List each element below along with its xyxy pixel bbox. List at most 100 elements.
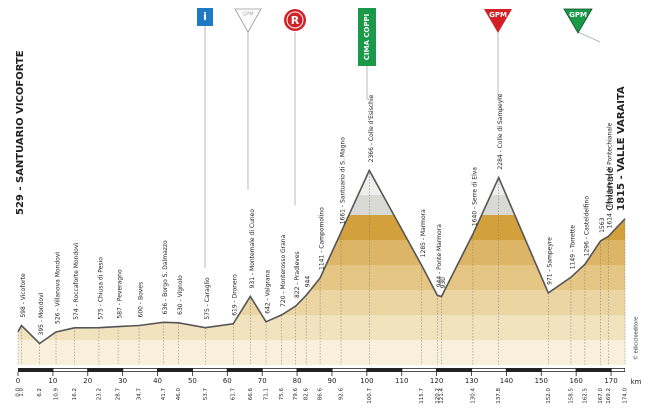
waypoint-label: 2366 - Colle d'Esischie	[368, 94, 375, 162]
waypoint-label: 1296 - Casteldelfino	[583, 196, 590, 257]
waypoint-label: 1640 - Serre di Elva	[471, 167, 478, 226]
x-label: 92.6	[339, 388, 345, 401]
x-label: 61.7	[231, 388, 237, 401]
waypoint-label: 587 - Peveragno	[117, 269, 124, 319]
waypoint-label: 642 - Valgrana	[265, 270, 272, 314]
waypoint-label: 971 - Sampeyre	[547, 237, 554, 285]
x-tick-label: 70	[258, 377, 267, 385]
x-tick-label: 120	[430, 377, 443, 385]
x-tick-label: 130	[465, 377, 478, 385]
waypoint-label: 944	[305, 276, 312, 288]
x-label: 41.7	[161, 388, 167, 401]
x-tick-label: 10	[48, 377, 57, 385]
x-label: 6.2	[37, 388, 43, 397]
markers: i GPM R CIMA COPPI GPM GPM	[197, 8, 601, 268]
axis-segment	[611, 368, 625, 372]
gpm-green-icon	[563, 8, 593, 34]
x-tick-label: 140	[500, 377, 513, 385]
waypoint-label: 1563	[599, 217, 606, 232]
waypoint-label: 1141 - Campomolino	[319, 207, 326, 270]
info-icon	[197, 8, 213, 26]
x-label: 0.0	[16, 388, 22, 397]
x-tick-label: 60	[223, 377, 232, 385]
profile-line	[17, 168, 626, 345]
x-tick-label: 40	[153, 377, 162, 385]
gpm-green-text: GPM	[569, 11, 587, 19]
elevation-band	[18, 170, 625, 195]
x-label: 34.7	[137, 388, 143, 401]
marker-line	[577, 31, 601, 43]
waypoint-label: 636 - Borgo S. Dalmazzo	[162, 240, 169, 314]
x-tick-label: 80	[293, 377, 302, 385]
x-label: 28.7	[116, 388, 122, 401]
waypoint-label: 822 - Pradleves	[294, 251, 301, 298]
waypoint-label: 575 - Caraglio	[204, 277, 211, 320]
waypoint-label: 944 - Ponte Marmora	[436, 224, 443, 287]
waypoint-label: 619 - Dronero	[232, 274, 239, 316]
axis-segment	[472, 368, 506, 372]
sprint-ring	[286, 11, 304, 29]
x-label: 152.0	[546, 388, 552, 404]
x-label: 167.0	[598, 388, 604, 404]
sprint-text: R	[291, 14, 300, 27]
axis-segment	[193, 368, 227, 372]
x-label: 115.7	[419, 388, 425, 404]
waypoint-label: 600 - Boves	[138, 282, 145, 318]
x-tick-label: 170	[604, 377, 617, 385]
x-label: 79.6	[293, 388, 299, 401]
x-label: 158.5	[568, 388, 574, 404]
x-label: 121.4	[439, 388, 445, 404]
x-tick-label: 150	[535, 377, 548, 385]
axis-segment	[123, 368, 157, 372]
cima-text: CIMA COPPI	[363, 14, 371, 61]
waypoint-label: 1661 - Santuario di S. Magno	[340, 137, 347, 225]
area-fill	[18, 170, 625, 365]
waypoint-label: 1815 - VALLE VARAITA	[616, 86, 627, 211]
x-label: 66.6	[248, 388, 254, 401]
x-tick-label: 110	[395, 377, 408, 385]
info-text: i	[203, 10, 207, 23]
waypoint-label: 1149 - Torrette	[569, 225, 576, 270]
waypoint-label: 395 - Mondovì	[38, 292, 45, 335]
x-tick-label: 30	[118, 377, 127, 385]
finish-town: Chianale	[605, 167, 616, 211]
waypoint-label: 1285 - Marmora	[420, 209, 427, 257]
x-label: 46.0	[176, 388, 182, 401]
cima-icon	[358, 8, 376, 66]
x-label: 100.7	[367, 388, 373, 404]
elevation-band	[18, 340, 625, 365]
x-tick-label: 100	[360, 377, 373, 385]
waypoint-label: 930	[440, 277, 447, 289]
x-label: 53.7	[203, 388, 209, 401]
waypoint-label: 2284 - Colle di Sampeyre	[497, 93, 504, 169]
x-label: 137.8	[496, 388, 502, 404]
waypoint-label: 931 - Montemale di Cuneo	[249, 209, 256, 289]
waypoint-label: 529 - SANTUARIO VICOFORTE	[15, 50, 26, 215]
axis-segment	[262, 368, 297, 372]
waypoint-label: 720 - Monterosso Grana	[280, 234, 287, 307]
waypoint-label: 598 - Vicoforte	[20, 273, 27, 318]
x-label: 16.2	[72, 388, 78, 400]
x-tick-label: 50	[188, 377, 197, 385]
x-label: 86.6	[318, 388, 324, 401]
elevation-band	[18, 290, 625, 315]
x-label: 174.0	[623, 388, 629, 404]
x-label: 162.5	[582, 388, 588, 404]
waypoint-label: 575 - Chiusa di Pesio	[97, 257, 104, 320]
x-label: 120.2	[435, 388, 441, 404]
waypoint-label: 1614 - Maddalena di Pontechianale	[607, 122, 614, 228]
x-label: 71.1	[264, 388, 270, 400]
x-label: 23.2	[96, 388, 102, 400]
x-label: 10.9	[54, 388, 60, 401]
axis-segment	[402, 368, 437, 372]
gpm-white-icon	[234, 8, 262, 33]
axis-segment	[541, 368, 576, 372]
x-tick-label: 20	[83, 377, 92, 385]
gpm-white-text: GPM	[242, 12, 253, 18]
waypoint-label: 630 - Vignolo	[177, 275, 184, 315]
waypoint-label: 526 - Villanova Mondovì	[55, 252, 62, 324]
axis-segment	[53, 368, 88, 372]
x-tick-label: 0	[16, 377, 20, 385]
gpm-red-icon	[484, 9, 512, 33]
